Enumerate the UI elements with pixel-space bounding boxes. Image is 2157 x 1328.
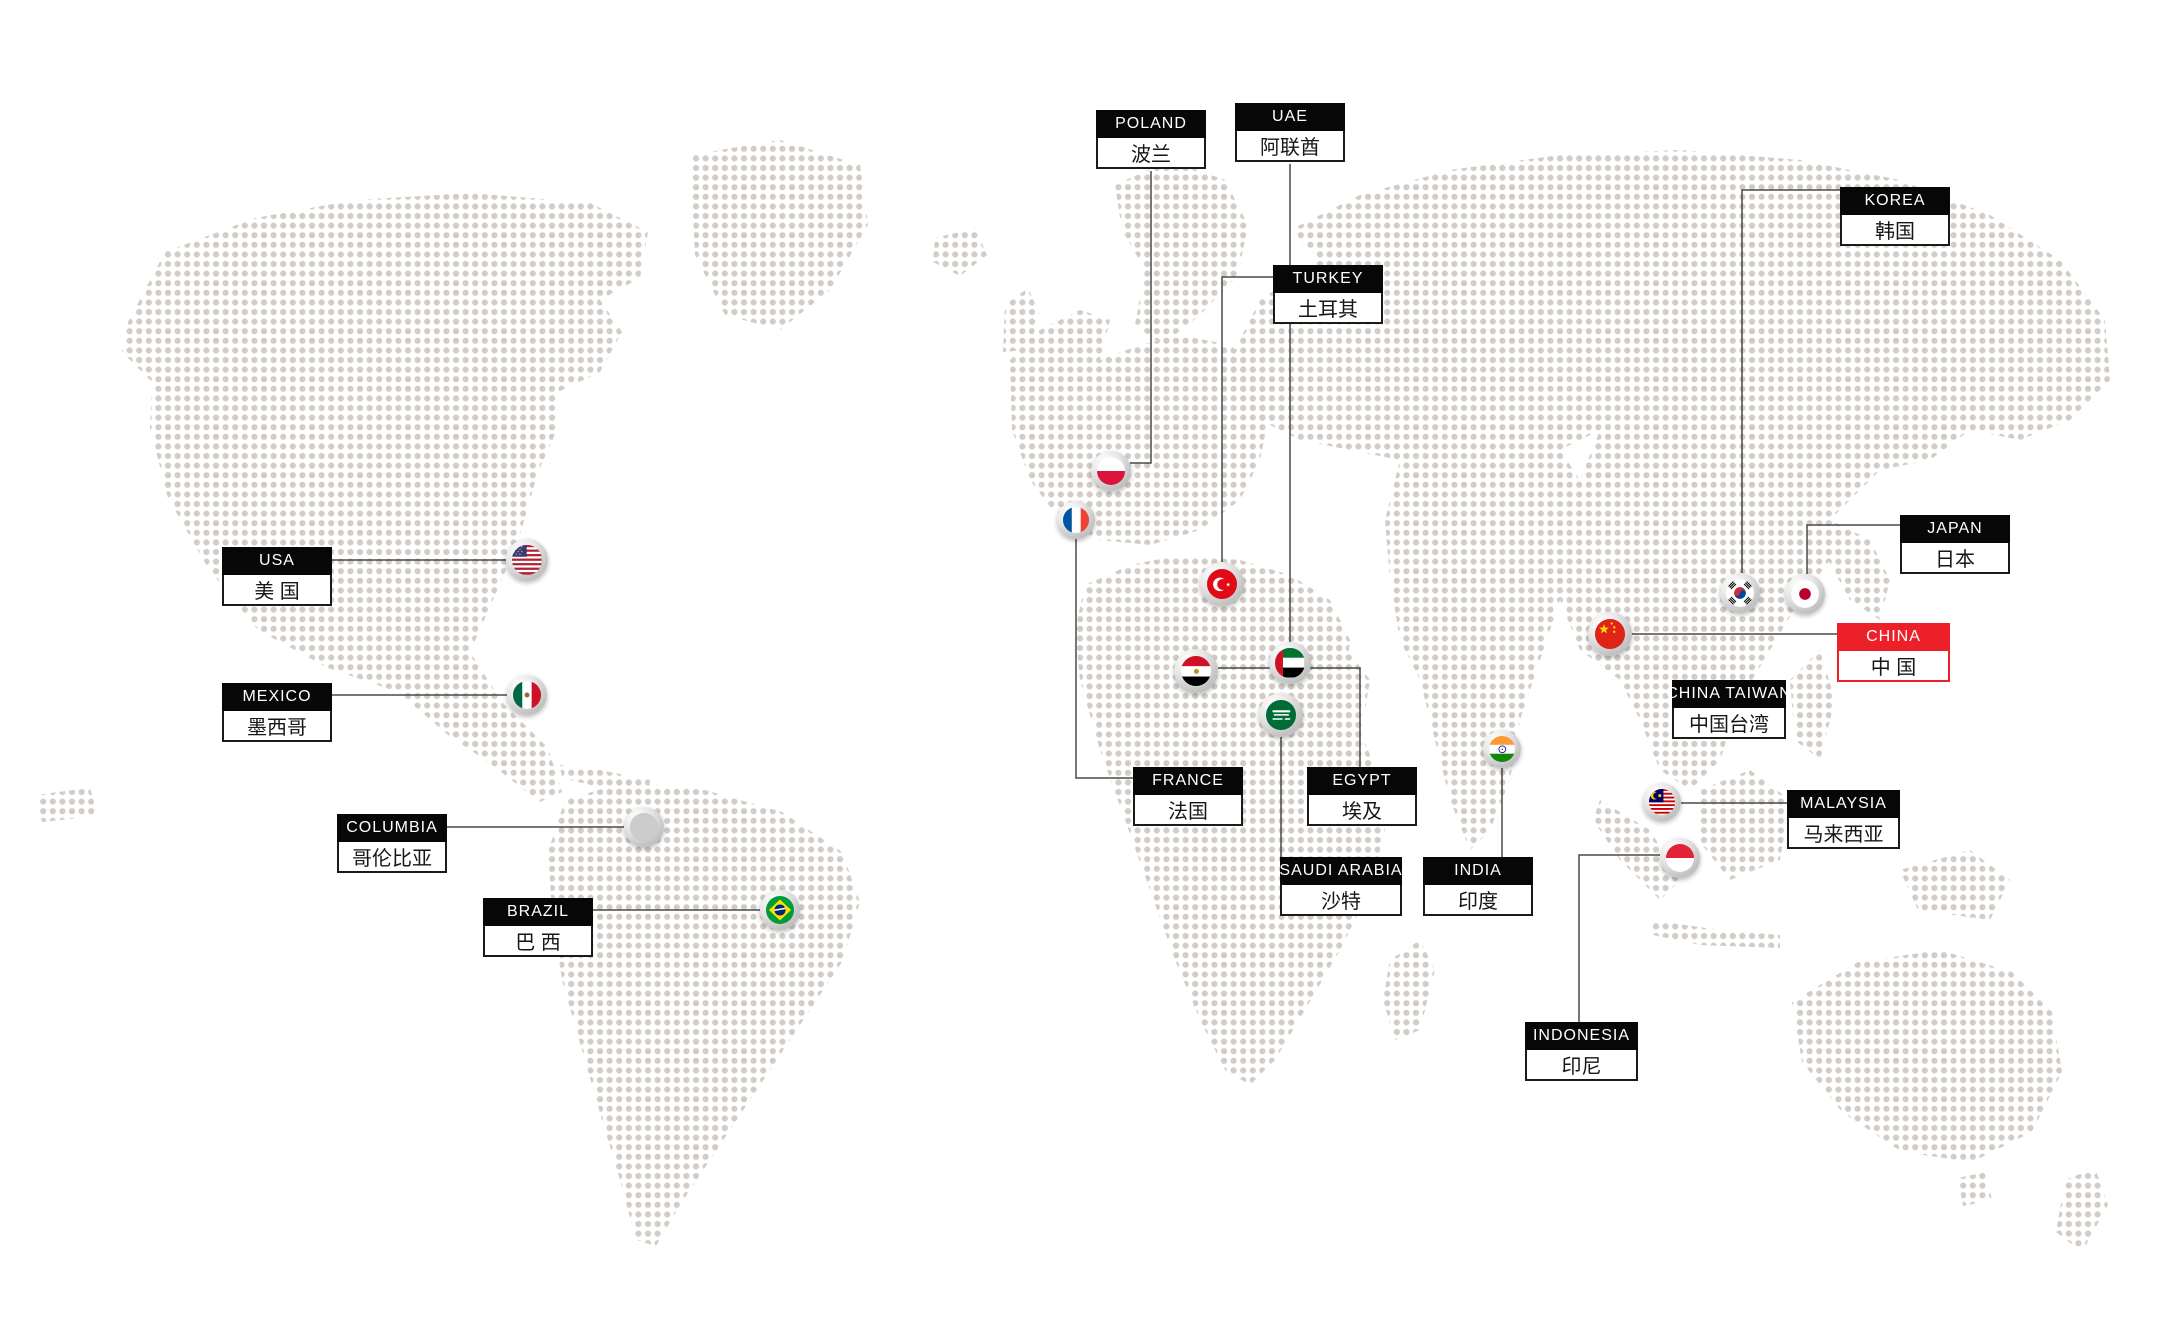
label-france-zh: 法国 [1133,795,1243,826]
label-china-taiwan-en: CHINA TAIWAN [1666,680,1791,708]
label-china-zh: 中 国 [1837,651,1950,682]
connector-line-korea [1741,189,1840,573]
flag-egypt-icon [1180,655,1212,687]
pin-france[interactable] [1057,501,1095,539]
flag-india-icon [1488,735,1516,763]
label-india-en: INDIA [1423,857,1533,885]
connector-line-japan [1806,524,1900,574]
label-brazil-zh: 巴 西 [483,926,593,957]
flag-saudi-arabia-icon [1265,699,1297,731]
label-egypt-zh: 埃及 [1307,795,1417,826]
pin-indonesia[interactable] [1660,838,1700,878]
label-usa-zh: 美 国 [222,575,332,606]
connector-line-indonesia [1578,854,1660,1022]
pin-india[interactable] [1483,730,1521,768]
label-saudi-arabia: SAUDI ARABIA 沙特 [1279,857,1402,916]
label-egypt: EGYPT 埃及 [1307,767,1417,826]
label-saudi-arabia-en: SAUDI ARABIA [1279,857,1402,885]
label-columbia-en: COLUMBIA [337,814,447,842]
label-mexico-zh: 墨西哥 [222,711,332,742]
label-india-zh: 印度 [1423,885,1533,916]
flag-indonesia-icon [1666,844,1694,872]
pin-saudi-arabia[interactable] [1259,693,1303,737]
label-indonesia-en: INDONESIA [1525,1022,1638,1050]
label-turkey-zh: 土耳其 [1273,293,1383,324]
pin-korea[interactable] [1720,573,1760,613]
pin-china[interactable] [1588,612,1632,656]
label-france: FRANCE 法国 [1133,767,1243,826]
label-poland: POLAND 波兰 [1096,110,1206,169]
pin-egypt[interactable] [1174,649,1218,693]
flag-brazil-icon [766,896,794,924]
flag-mexico-icon [513,681,541,709]
pin-poland[interactable] [1091,451,1131,491]
label-china: CHINA 中 国 [1837,623,1950,682]
flag-uae-icon [1275,648,1305,678]
label-uae-zh: 阿联酋 [1235,131,1345,162]
label-indonesia: INDONESIA 印尼 [1525,1022,1638,1081]
label-japan: JAPAN 日本 [1900,515,2010,574]
label-malaysia-zh: 马来西亚 [1787,818,1900,849]
label-mexico-en: MEXICO [222,683,332,711]
label-usa: USA 美 国 [222,547,332,606]
label-columbia-zh: 哥伦比亚 [337,842,447,873]
label-indonesia-zh: 印尼 [1525,1050,1638,1081]
flag-colombia-icon [630,813,658,841]
flag-usa-icon [512,545,542,575]
pin-japan[interactable] [1785,574,1825,614]
flag-korea-icon [1726,579,1754,607]
label-china-taiwan-zh: 中国台湾 [1672,708,1786,739]
pin-mexico[interactable] [507,675,547,715]
label-china-taiwan: CHINA TAIWAN 中国台湾 [1666,680,1791,739]
label-poland-en: POLAND [1096,110,1206,138]
label-usa-en: USA [222,547,332,575]
label-china-en: CHINA [1837,623,1950,651]
pin-columbia[interactable] [624,807,664,847]
connector-line-turkey [1221,276,1273,562]
label-korea-en: KOREA [1840,187,1950,215]
connector-line-france [1075,539,1133,779]
label-korea: KOREA 韩国 [1840,187,1950,246]
connector-line-poland [1130,171,1152,464]
label-japan-en: JAPAN [1900,515,2010,543]
label-egypt-en: EGYPT [1307,767,1417,795]
label-brazil: BRAZIL 巴 西 [483,898,593,957]
flag-poland-icon [1097,457,1125,485]
label-malaysia-en: MALAYSIA [1787,790,1900,818]
label-columbia: COLUMBIA 哥伦比亚 [337,814,447,873]
label-korea-zh: 韩国 [1840,215,1950,246]
label-saudi-arabia-zh: 沙特 [1280,885,1402,916]
pin-turkey[interactable] [1200,562,1244,606]
label-poland-zh: 波兰 [1096,138,1206,169]
pin-uae[interactable] [1269,642,1311,684]
label-brazil-en: BRAZIL [483,898,593,926]
pin-brazil[interactable] [760,890,800,930]
flag-turkey-icon [1206,568,1238,600]
label-japan-zh: 日本 [1900,543,2010,574]
label-turkey: TURKEY 土耳其 [1273,265,1383,324]
flag-malaysia-icon [1648,788,1676,816]
flag-france-icon [1062,506,1090,534]
label-uae: UAE 阿联酋 [1235,103,1345,162]
label-france-en: FRANCE [1133,767,1243,795]
label-mexico: MEXICO 墨西哥 [222,683,332,742]
label-malaysia: MALAYSIA 马来西亚 [1787,790,1900,849]
flag-japan-icon [1791,580,1819,608]
label-turkey-en: TURKEY [1273,265,1383,293]
pin-usa[interactable] [506,539,548,581]
flag-china-icon [1594,618,1626,650]
label-india: INDIA 印度 [1423,857,1533,916]
label-uae-en: UAE [1235,103,1345,131]
pin-malaysia[interactable] [1643,783,1681,821]
